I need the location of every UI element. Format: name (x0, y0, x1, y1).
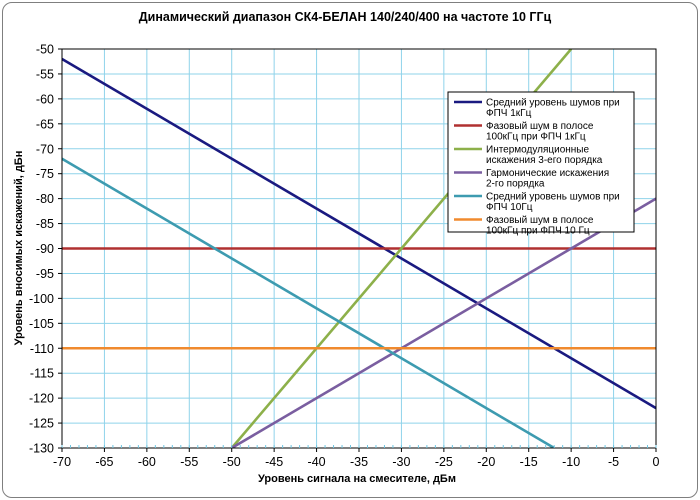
y-tick-label: -130 (29, 442, 54, 456)
y-tick-label: -55 (36, 67, 54, 81)
legend-label-1: Средний уровень шумов при ФПЧ 1кГц (486, 98, 620, 120)
x-tick-label: -55 (180, 455, 198, 469)
y-tick-label: -50 (36, 43, 54, 57)
x-tick-label: -60 (138, 455, 156, 469)
x-tick-label: -70 (53, 455, 71, 469)
axes: -70 -65 -60 -55 -50 -45 -40 -35 -30 -25 -20 -15 -10-… (29, 43, 660, 470)
x-tick-label: 0 (653, 455, 660, 469)
y-tick-label: -95 (36, 267, 54, 281)
y-tick-label: -80 (36, 192, 54, 206)
legend-label-6: Фазовый шум в полосе 100кГц при ФПЧ 10 Гц (486, 215, 594, 237)
legend-label-3: Интермодуляционные искажения 3-его порядк… (486, 145, 603, 167)
series-line-5 (62, 157, 555, 448)
y-tick-label: -90 (36, 242, 54, 256)
y-tick-label: -70 (36, 142, 54, 156)
y-tick-label: -115 (30, 367, 54, 381)
x-tick-label: -35 (350, 455, 368, 469)
y-tick-label: -110 (30, 342, 54, 356)
x-tick-label: -25 (435, 455, 453, 469)
x-tick-label: -10 (562, 455, 580, 469)
x-tick-label: -50 (223, 455, 241, 469)
y-tick-label: -105 (29, 317, 54, 331)
y-tick-label: -85 (36, 217, 54, 231)
x-tick-label: -5 (608, 455, 619, 469)
series-line-1 (62, 57, 656, 410)
legend-box (447, 91, 635, 233)
y-tick-label: -60 (36, 92, 54, 106)
legend-label-5: Средний уровень шумов при ФПЧ 10Гц (486, 192, 620, 214)
x-tick-label: -65 (95, 455, 113, 469)
y-axis-title: Уровень вносимых искажений, дБн (13, 151, 25, 346)
series-line-4 (231, 197, 656, 448)
legend-label-2: Фазовый шум в полосе 100кГц при ФПЧ 1кГц (486, 121, 594, 143)
x-tick-label: -45 (265, 455, 283, 469)
y-tick-label: -120 (29, 392, 54, 406)
x-tick-label: -15 (520, 455, 538, 469)
y-tick-label: -100 (29, 292, 54, 306)
x-tick-label: -20 (477, 455, 495, 469)
x-tick-label: -30 (392, 455, 410, 469)
y-tick-label: -75 (36, 167, 54, 181)
y-tick-label: -125 (29, 417, 54, 431)
x-tick-label: -40 (308, 455, 326, 469)
legend-label-4: Гармонические искажения 2-го порядка (486, 168, 609, 190)
y-tick-label: -65 (36, 117, 54, 131)
legend: Средний уровень шумов при ФПЧ 1кГцФазовый… (447, 91, 635, 237)
x-axis-title: Уровень сигнала на смесителе, дБм (258, 473, 456, 485)
chart-title: Динамический диапазон СК4-БЕЛАН 140/240/… (139, 10, 552, 24)
